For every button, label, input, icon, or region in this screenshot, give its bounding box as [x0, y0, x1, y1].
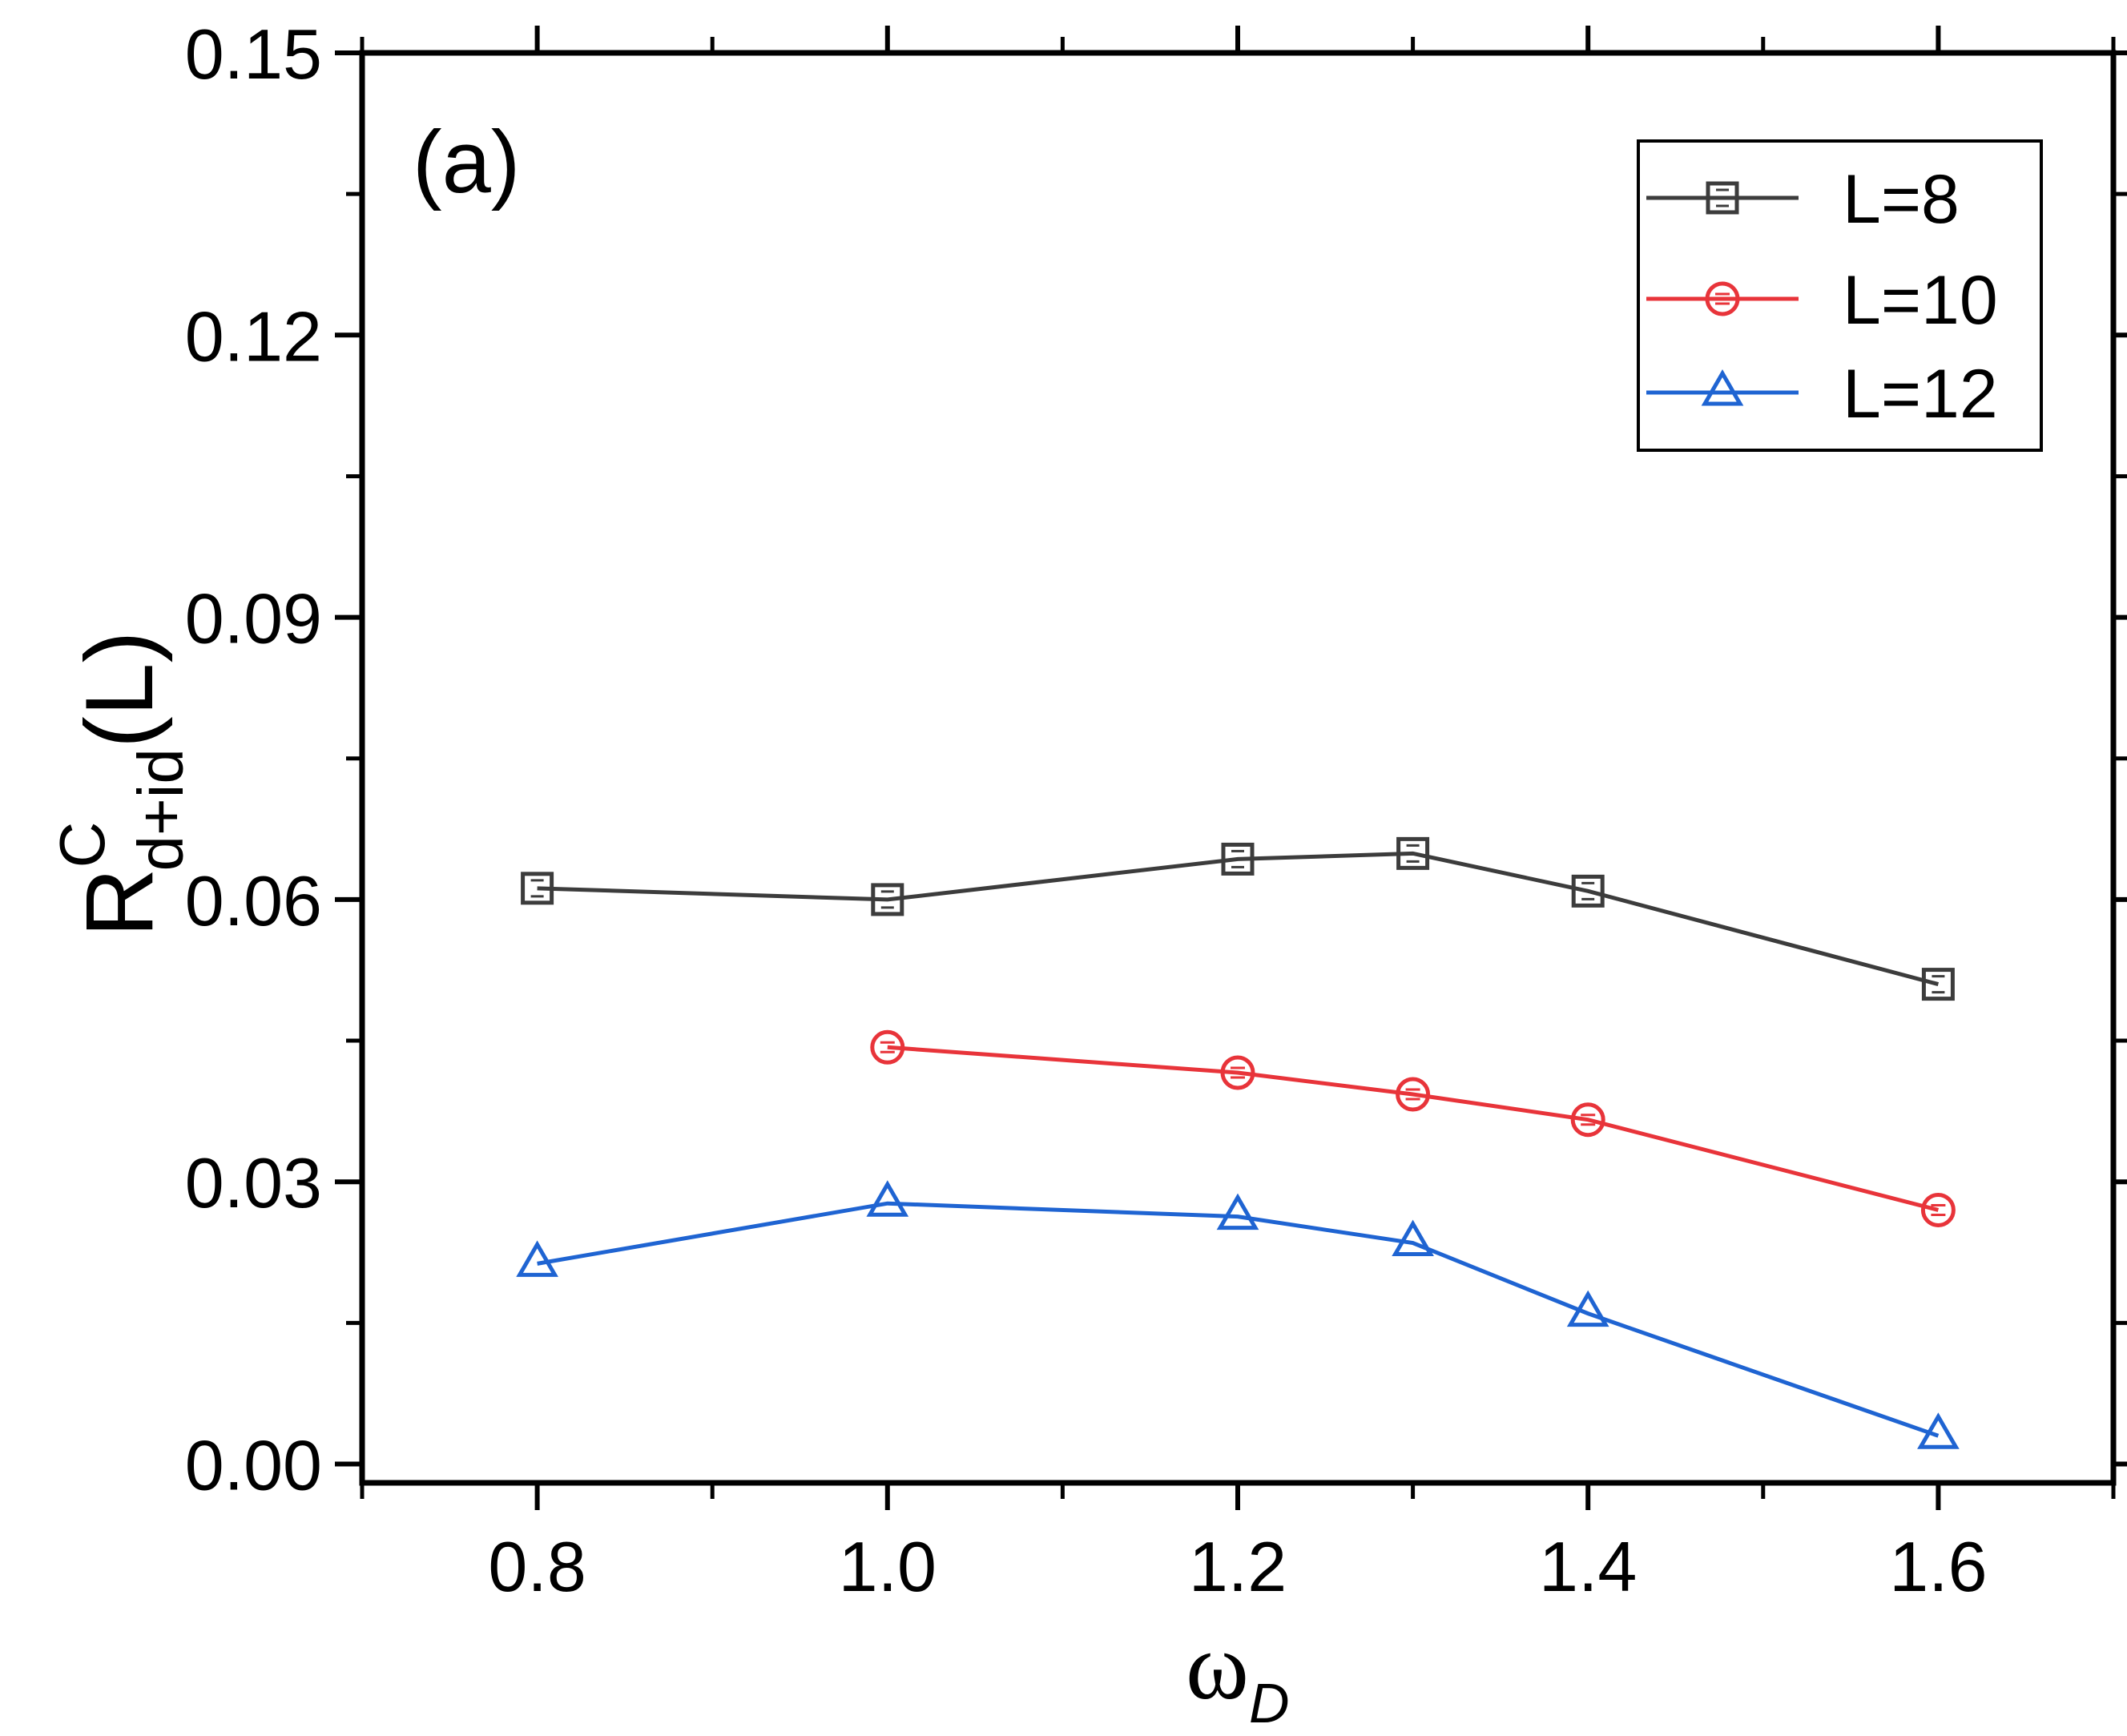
y-tick-label: 0.15 [185, 14, 322, 94]
legend-entry: L=8 [1646, 161, 1960, 238]
data-point [866, 1180, 909, 1217]
y-axis-label-suffix: (L) [66, 630, 173, 748]
y-tick-label: 0.03 [185, 1143, 322, 1222]
series-L=8 [521, 836, 1955, 1001]
legend-entry: L=10 [1646, 262, 1998, 339]
series-L=10 [870, 1029, 1956, 1227]
series-line [537, 1201, 1940, 1438]
data-point [1571, 874, 1605, 908]
x-axis-label-sub: D [1249, 1672, 1290, 1734]
axis-tick-labels: 0.8 1.0 1.2 1.4 1.6 0.00 0.03 0.06 0.09 0.12 0.15 [185, 14, 1988, 1606]
data-point [1920, 1192, 1956, 1227]
legend-entries: L=8 L=10 L=12 [1646, 161, 1998, 433]
x-axis-label-main: ω [1186, 1613, 1249, 1719]
x-axis-label: ωD [1186, 1613, 1290, 1734]
data-point [1921, 968, 1955, 1001]
data-point [516, 1240, 558, 1277]
legend: L=8 L=10 L=12 [1637, 139, 2043, 452]
data-point [870, 1029, 905, 1065]
legend-entry: L=12 [1646, 356, 1998, 433]
x-tick-label: 0.8 [488, 1527, 586, 1606]
legend-label: L=12 [1843, 356, 1998, 433]
data-point [871, 883, 904, 916]
y-tick-label: 0.09 [185, 579, 322, 659]
data-point [1221, 842, 1255, 876]
axis-ticks [335, 26, 2127, 1510]
legend-marker [1706, 181, 1739, 215]
data-point [1392, 1219, 1434, 1257]
y-tick-label: 0.00 [185, 1426, 322, 1505]
panel-label: (a) [413, 113, 520, 211]
series-line [537, 851, 1940, 987]
data-point [1396, 1077, 1431, 1112]
legend-marker [1705, 281, 1740, 316]
x-tick-label: 1.4 [1539, 1527, 1637, 1606]
svg-text:ωD: ωD [1186, 1613, 1290, 1734]
legend-label: L=8 [1843, 161, 1960, 238]
data-point [1917, 1412, 1960, 1449]
legend-marker [1701, 369, 1744, 406]
x-tick-label: 1.0 [839, 1527, 937, 1606]
series-line [887, 1045, 1940, 1212]
data-point [1566, 1290, 1609, 1327]
x-tick-label: 1.2 [1189, 1527, 1287, 1606]
y-tick-label: 0.06 [185, 861, 322, 941]
series-L=12 [516, 1180, 1960, 1449]
y-tick-label: 0.12 [185, 296, 322, 376]
data-point [1396, 836, 1430, 870]
legend-label: L=10 [1843, 262, 1998, 339]
data-point [1220, 1055, 1255, 1090]
data-point [521, 872, 554, 905]
series-layer [516, 836, 1960, 1449]
y-axis-label-main: R [66, 868, 173, 937]
x-tick-label: 1.6 [1889, 1527, 1987, 1606]
y-axis-label-sup: C [46, 822, 118, 868]
data-point [1216, 1193, 1259, 1231]
data-point [1570, 1102, 1605, 1138]
svg-text:RCd+id(L): RC d+id(L) [46, 630, 196, 937]
y-axis-label: RC d+id(L) [46, 630, 196, 937]
y-axis-label-sub: d+id [125, 748, 196, 871]
